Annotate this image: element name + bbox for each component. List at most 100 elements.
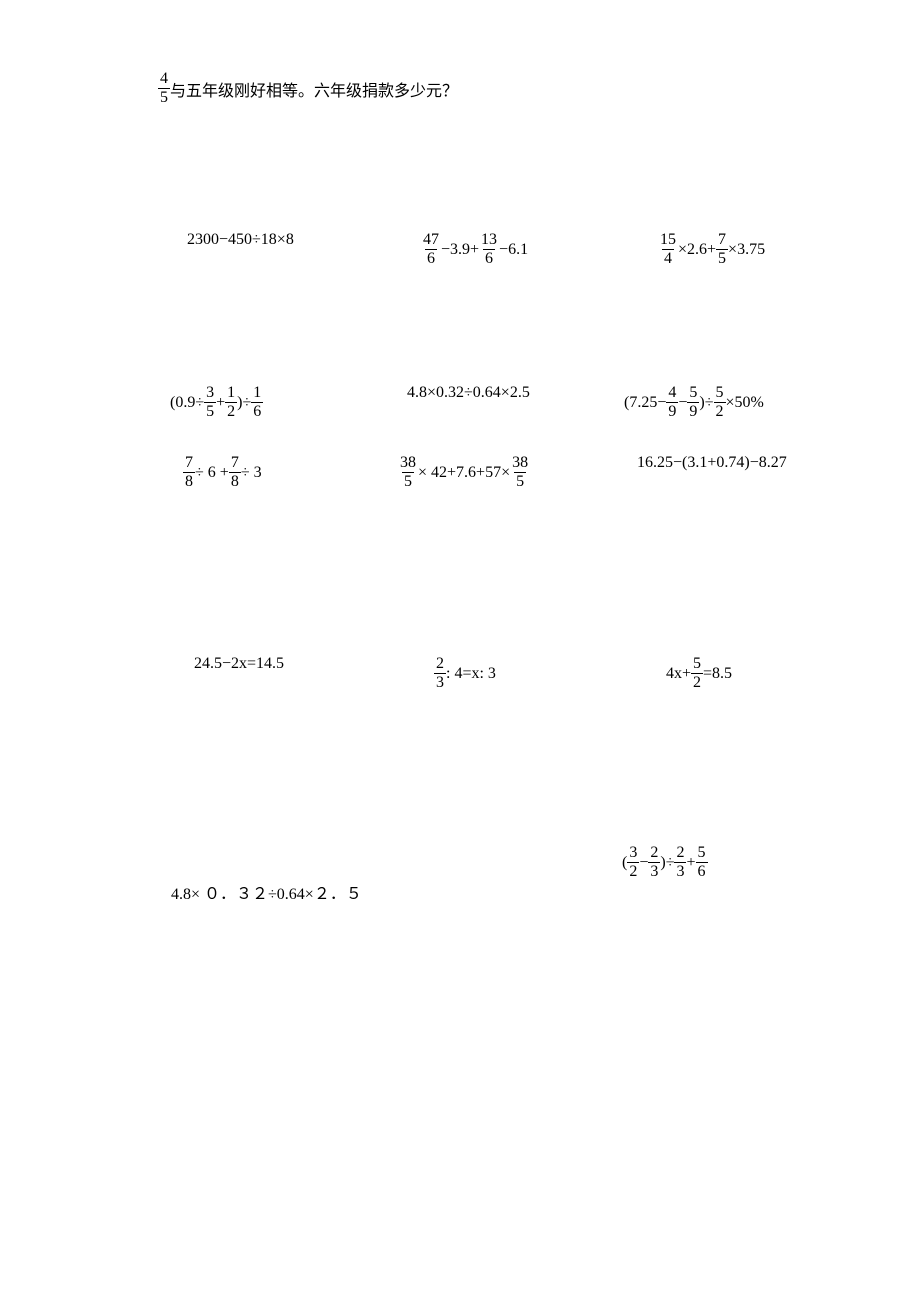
expr-text: 16.25−(3.1+0.74)−8.27 bbox=[637, 454, 787, 472]
fraction: 52 bbox=[691, 655, 703, 693]
fraction-numerator: 4 bbox=[666, 384, 678, 402]
fraction-denominator: 8 bbox=[229, 472, 241, 491]
word-problem-text: 4 5 与五年级刚好相等。六年级捐款多少元？ bbox=[158, 70, 458, 108]
fraction: 52 bbox=[714, 384, 726, 422]
fraction: 23 bbox=[674, 844, 686, 882]
math-expression: (0.9÷ 35 + 12 )÷ 16 bbox=[170, 384, 263, 422]
math-expression: 4.8× ０．３２÷0.64×２．５ bbox=[171, 880, 362, 904]
expr-text: 4.8×0.32÷0.64×2.5 bbox=[407, 384, 530, 402]
fraction: 32 bbox=[627, 844, 639, 882]
fraction-numerator: 7 bbox=[183, 454, 195, 472]
math-expression: ( 32 − 23 )÷ 23 + 56 bbox=[622, 844, 708, 882]
fraction: 49 bbox=[666, 384, 678, 422]
fraction: 23 bbox=[648, 844, 660, 882]
expr-text: −3.9+ bbox=[441, 241, 479, 259]
expr-text: − bbox=[678, 394, 687, 412]
math-expression: 476 −3.9+ 136 −6.1 bbox=[421, 231, 528, 269]
expr-text: 4.8× ０．３２÷0.64×２．５ bbox=[171, 880, 362, 904]
math-expression: 78 ÷ 6 + 78 ÷ 3 bbox=[183, 454, 262, 492]
fraction: 385 bbox=[398, 454, 418, 492]
math-expression: 154 ×2.6+ 75 ×3.75 bbox=[658, 231, 765, 269]
fraction-denominator: 9 bbox=[666, 402, 678, 421]
expr-text: )÷ bbox=[660, 854, 674, 872]
expr-text: (7.25− bbox=[624, 394, 666, 412]
fraction-numerator: 2 bbox=[674, 844, 686, 862]
fraction-numerator: 4 bbox=[158, 70, 170, 88]
fraction-denominator: 8 bbox=[183, 472, 195, 491]
fraction-denominator: 2 bbox=[714, 402, 726, 421]
fraction-numerator: 2 bbox=[648, 844, 660, 862]
math-expression: 23 : 4=x: 3 bbox=[434, 655, 496, 693]
fraction-denominator: 5 bbox=[716, 249, 728, 268]
math-expression: (7.25− 49 − 59 )÷ 52 ×50% bbox=[624, 384, 764, 422]
math-expression: 4.8×0.32÷0.64×2.5 bbox=[407, 384, 530, 402]
expr-text: : 4=x: 3 bbox=[446, 665, 496, 683]
fraction-numerator: 2 bbox=[434, 655, 446, 673]
fraction: 476 bbox=[421, 231, 441, 269]
fraction: 78 bbox=[229, 454, 241, 492]
fraction: 75 bbox=[716, 231, 728, 269]
expr-text: ×2.6+ bbox=[678, 241, 716, 259]
fraction-numerator: 3 bbox=[627, 844, 639, 862]
expr-text: −6.1 bbox=[499, 241, 528, 259]
fraction: 12 bbox=[225, 384, 237, 422]
fraction-numerator: 38 bbox=[398, 454, 418, 472]
expr-text: )÷ bbox=[699, 394, 713, 412]
expr-text: × 42+7.6+57× bbox=[418, 464, 510, 482]
fraction-numerator: 13 bbox=[479, 231, 499, 249]
fraction-four-fifths: 4 5 bbox=[158, 70, 170, 108]
fraction-denominator: 3 bbox=[434, 673, 446, 692]
expr-text: + bbox=[216, 394, 225, 412]
math-expression: 385 × 42+7.6+57× 385 bbox=[398, 454, 530, 492]
expr-text: ÷ 3 bbox=[241, 464, 262, 482]
fraction-numerator: 7 bbox=[229, 454, 241, 472]
fraction: 154 bbox=[658, 231, 678, 269]
problem-text-chinese: 与五年级刚好相等。六年级捐款多少元？ bbox=[170, 77, 458, 101]
fraction: 23 bbox=[434, 655, 446, 693]
math-expression: 4x+ 52 =8.5 bbox=[666, 655, 732, 693]
fraction-denominator: 5 bbox=[402, 472, 414, 491]
fraction-denominator: 6 bbox=[251, 402, 263, 421]
fraction-denominator: 2 bbox=[627, 862, 639, 881]
expr-text: ×50% bbox=[726, 394, 764, 412]
expr-text: ×3.75 bbox=[728, 241, 765, 259]
fraction-numerator: 3 bbox=[204, 384, 216, 402]
fraction: 35 bbox=[204, 384, 216, 422]
expr-text: − bbox=[639, 854, 648, 872]
fraction-denominator: 6 bbox=[696, 862, 708, 881]
fraction-denominator: 3 bbox=[674, 862, 686, 881]
fraction-denominator: 9 bbox=[687, 402, 699, 421]
expr-text: (0.9÷ bbox=[170, 394, 204, 412]
fraction-denominator: 3 bbox=[648, 862, 660, 881]
fraction-numerator: 15 bbox=[658, 231, 678, 249]
fraction: 59 bbox=[687, 384, 699, 422]
expr-text: =8.5 bbox=[703, 665, 732, 683]
fraction-denominator: 6 bbox=[483, 249, 495, 268]
fraction-denominator: 2 bbox=[691, 673, 703, 692]
fraction-denominator: 4 bbox=[662, 249, 674, 268]
fraction-numerator: 47 bbox=[421, 231, 441, 249]
fraction-denominator: 2 bbox=[225, 402, 237, 421]
math-expression: 16.25−(3.1+0.74)−8.27 bbox=[637, 454, 787, 472]
fraction: 385 bbox=[510, 454, 530, 492]
fraction-numerator: 1 bbox=[251, 384, 263, 402]
fraction-denominator: 5 bbox=[204, 402, 216, 421]
fraction-numerator: 1 bbox=[225, 384, 237, 402]
math-expression: 2300−450÷18×8 bbox=[187, 231, 294, 249]
fraction-numerator: 5 bbox=[687, 384, 699, 402]
fraction: 78 bbox=[183, 454, 195, 492]
fraction-denominator: 5 bbox=[158, 88, 170, 107]
fraction-denominator: 5 bbox=[514, 472, 526, 491]
math-expression: 24.5−2x=14.5 bbox=[194, 655, 284, 673]
fraction-numerator: 5 bbox=[691, 655, 703, 673]
expr-text: ÷ 6 + bbox=[195, 464, 229, 482]
fraction: 16 bbox=[251, 384, 263, 422]
expr-text: )÷ bbox=[237, 394, 251, 412]
fraction: 56 bbox=[696, 844, 708, 882]
expr-text: + bbox=[686, 854, 695, 872]
expr-text: 24.5−2x=14.5 bbox=[194, 655, 284, 673]
fraction-numerator: 7 bbox=[716, 231, 728, 249]
fraction-numerator: 38 bbox=[510, 454, 530, 472]
fraction-numerator: 5 bbox=[696, 844, 708, 862]
fraction: 136 bbox=[479, 231, 499, 269]
